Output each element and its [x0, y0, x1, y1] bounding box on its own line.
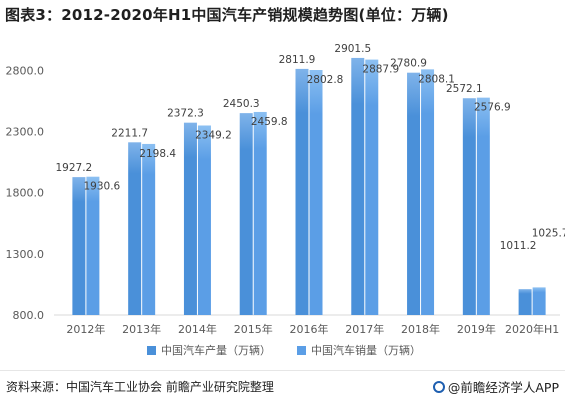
- y-tick-label: 1800.0: [6, 187, 45, 200]
- production-data-label: 2211.7: [111, 127, 148, 139]
- brand-credit-text: @前瞻经济学人APP: [447, 380, 559, 395]
- sales-data-label: 2802.8: [307, 74, 344, 86]
- y-tick-label: 2800.0: [6, 64, 45, 77]
- y-tick-label: 1300.0: [6, 248, 45, 261]
- x-tick-label: 2012年: [66, 322, 105, 336]
- y-tick-label: 2300.0: [6, 126, 45, 139]
- sales-data-label: 2459.8: [251, 116, 288, 128]
- chart-title: 图表3：2012-2020年H1中国汽车产销规模趋势图(单位：万辆): [5, 6, 449, 24]
- x-tick-label: 2014年: [178, 322, 217, 336]
- brand-credit: @前瞻经济学人APP: [432, 377, 559, 396]
- x-tick-label: 2020年H1: [505, 322, 559, 336]
- production-bar: [407, 72, 421, 315]
- production-bar: [183, 122, 197, 316]
- footer-divider: [0, 370, 565, 371]
- source-note: 资料来源：中国汽车工业协会 前瞻产业研究院整理: [6, 380, 274, 394]
- sales-data-label: 2808.1: [418, 73, 455, 85]
- x-tick-label: 2019年: [457, 322, 496, 336]
- sales-bar: [86, 176, 100, 315]
- legend-swatch-production: [147, 346, 156, 355]
- brand-logo-icon: [432, 380, 445, 393]
- x-tick-label: 2016年: [290, 322, 329, 336]
- sales-data-label: 1025.7: [532, 227, 565, 239]
- sales-bar: [142, 143, 156, 315]
- bar-chart: 800.0 1300.0 1800.0 2300.0 2800.0 2012年 2013年 2…: [6, 43, 565, 357]
- production-bar: [351, 57, 365, 315]
- production-data-label: 2572.1: [446, 83, 483, 95]
- x-tick-label: 2015年: [234, 322, 273, 336]
- legend-label-production: 中国汽车产量（万辆）: [161, 343, 271, 357]
- sales-bar: [532, 287, 546, 315]
- sales-data-label: 2198.4: [139, 148, 176, 160]
- production-data-label: 2901.5: [334, 43, 371, 55]
- production-data-label: 1927.2: [56, 162, 93, 174]
- production-data-label: 2372.3: [167, 108, 204, 120]
- sales-data-label: 2576.9: [474, 102, 511, 114]
- sales-bar: [309, 70, 323, 316]
- legend-swatch-sales: [297, 346, 306, 355]
- legend-label-sales: 中国汽车销量（万辆）: [311, 343, 421, 357]
- production-data-label: 2811.9: [279, 54, 316, 66]
- x-tick-label: 2013年: [122, 322, 161, 336]
- sales-bar: [476, 97, 490, 315]
- y-tick-label: 800.0: [13, 309, 45, 322]
- sales-data-label: 2887.9: [362, 64, 399, 76]
- production-bar: [128, 142, 142, 315]
- x-tick-label: 2017年: [345, 322, 384, 336]
- sales-bar: [197, 125, 211, 315]
- sales-bar: [253, 111, 267, 316]
- production-bar: [462, 98, 476, 315]
- production-bar: [72, 177, 86, 315]
- sales-bar: [421, 69, 435, 315]
- sales-bar: [365, 59, 379, 315]
- sales-data-label: 2349.2: [195, 129, 232, 141]
- sales-data-label: 1930.6: [84, 181, 121, 193]
- x-tick-label: 2018年: [401, 322, 440, 336]
- production-bar: [295, 68, 309, 316]
- production-data-label: 2780.9: [390, 58, 427, 70]
- production-data-label: 1011.2: [500, 240, 537, 252]
- production-data-label: 2450.3: [223, 98, 260, 110]
- production-bar: [518, 289, 532, 315]
- production-bar: [239, 113, 253, 315]
